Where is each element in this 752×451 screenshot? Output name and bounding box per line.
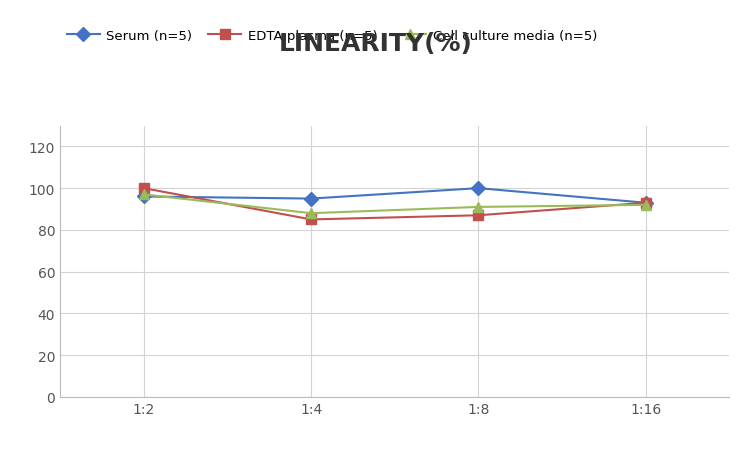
Serum (n=5)	[474, 186, 483, 191]
Cell culture media (n=5)	[307, 211, 316, 216]
Cell culture media (n=5)	[641, 202, 650, 208]
EDTA plasma (n=5)	[641, 201, 650, 206]
Line: Cell culture media (n=5): Cell culture media (n=5)	[139, 190, 650, 219]
Line: EDTA plasma (n=5): EDTA plasma (n=5)	[139, 184, 650, 225]
EDTA plasma (n=5)	[139, 186, 148, 191]
Serum (n=5)	[139, 194, 148, 200]
Cell culture media (n=5)	[474, 205, 483, 210]
Cell culture media (n=5)	[139, 192, 148, 198]
Legend: Serum (n=5), EDTA plasma (n=5), Cell culture media (n=5): Serum (n=5), EDTA plasma (n=5), Cell cul…	[67, 30, 597, 43]
Serum (n=5)	[307, 197, 316, 202]
Line: Serum (n=5): Serum (n=5)	[139, 184, 650, 208]
Text: LINEARITY(%): LINEARITY(%)	[279, 32, 473, 55]
EDTA plasma (n=5)	[474, 213, 483, 218]
Serum (n=5)	[641, 201, 650, 206]
EDTA plasma (n=5)	[307, 217, 316, 223]
